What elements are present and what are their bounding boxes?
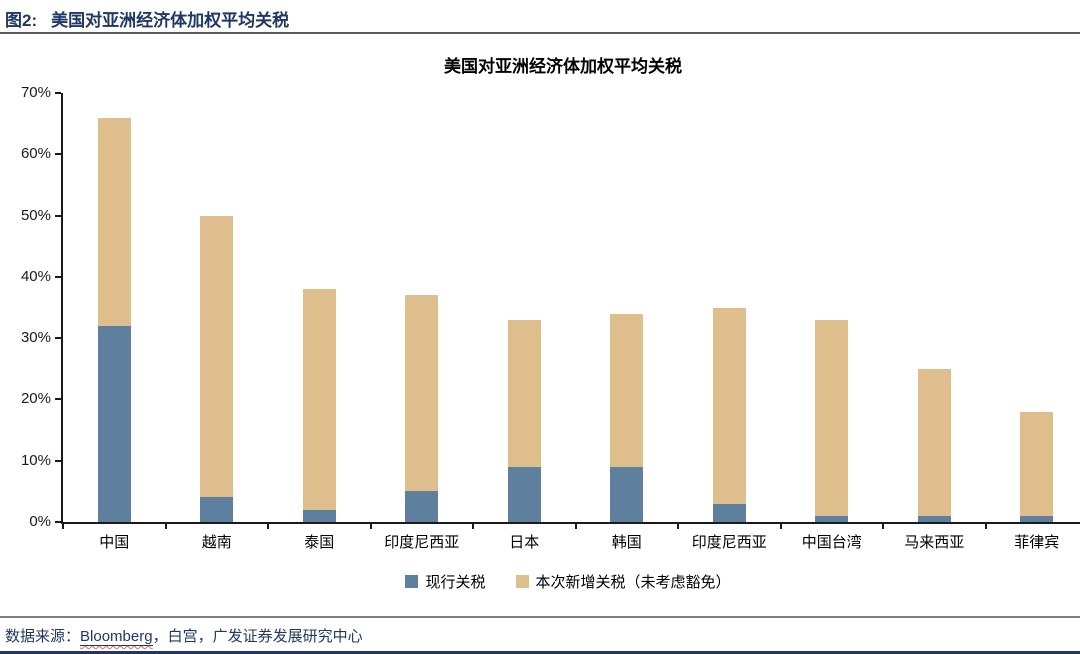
x-axis-category-label: 中国 [99, 535, 130, 551]
bar-segment-new-tariff [507, 319, 541, 467]
y-axis-tick [55, 214, 61, 217]
chart-legend: 现行关税 本次新增关税（未考虑豁免） [63, 571, 1073, 591]
legend-label: 本次新增关税（未考虑豁免） [535, 574, 731, 591]
x-axis-tick [369, 522, 372, 529]
bar-segment-current-tariff [200, 497, 234, 522]
header-divider [0, 32, 1080, 34]
figure-number: 图2: [5, 11, 38, 30]
bar-segment-new-tariff [97, 117, 131, 326]
x-axis-tick [882, 522, 884, 529]
y-axis-label: 40% [20, 267, 51, 285]
x-axis-tick [62, 522, 64, 529]
legend-label: 现行关税 [425, 574, 486, 591]
bar-segment-new-tariff [405, 295, 439, 492]
x-axis-category-label: 越南 [201, 535, 232, 551]
figure-header: 图2: 美国对亚洲经济体加权平均关税 [5, 6, 289, 31]
x-axis-tick [472, 522, 474, 529]
bar-segment-new-tariff [200, 215, 234, 498]
x-axis-category-label: 菲律宾 [1014, 535, 1060, 551]
bar-segment-new-tariff [610, 313, 644, 467]
x-axis-tick [677, 522, 679, 529]
y-axis-label: 70% [20, 84, 51, 101]
bar-segment-new-tariff [712, 307, 746, 504]
y-axis-tick [55, 337, 61, 340]
bar-segment-current-tariff [917, 515, 951, 522]
x-axis-tick [779, 522, 782, 529]
bar-segment-current-tariff [1020, 515, 1054, 522]
bar-segment-new-tariff [302, 289, 336, 510]
y-axis-tick [55, 275, 61, 278]
x-axis-category-label: 印度尼西亚 [691, 535, 767, 551]
figure-title: 美国对亚洲经济体加权平均关税 [51, 11, 290, 30]
bar-segment-current-tariff [712, 503, 746, 522]
bar-segment-new-tariff [1020, 411, 1054, 516]
y-axis-tick [55, 398, 61, 401]
x-axis-tick [984, 522, 987, 529]
y-axis-label: 20% [20, 390, 51, 408]
source-link-bloomberg[interactable]: Bloomberg [80, 628, 153, 646]
y-axis-label: 50% [20, 206, 51, 224]
bar-segment-current-tariff [302, 509, 336, 522]
x-axis-category-label: 中国台湾 [801, 535, 862, 551]
y-axis-label: 0% [29, 513, 51, 530]
y-axis-tick [55, 153, 61, 156]
y-axis-label: 60% [20, 145, 51, 163]
chart-title: 美国对亚洲经济体加权平均关税 [444, 57, 682, 76]
source-label: 数据来源： [5, 629, 81, 645]
x-axis-tick [267, 522, 269, 529]
y-axis-tick [55, 459, 61, 462]
legend-swatch-icon [405, 574, 419, 588]
y-axis-tick [55, 521, 61, 523]
bar-segment-current-tariff [97, 325, 131, 522]
x-axis-line [61, 522, 1080, 524]
bar-segment-current-tariff [610, 466, 644, 522]
bar-segment-new-tariff [917, 368, 951, 516]
x-axis-category-label: 泰国 [304, 535, 335, 551]
y-axis-line [61, 93, 63, 524]
legend-item: 现行关税 [405, 571, 486, 592]
x-axis-category-label: 马来西亚 [904, 535, 965, 551]
y-axis-tick [55, 92, 61, 94]
x-axis-category-label: 日本 [509, 535, 540, 551]
x-axis-category-label: 印度尼西亚 [384, 535, 460, 551]
footer-divider [0, 616, 1080, 618]
bottom-border [0, 651, 1080, 654]
y-axis-label: 10% [20, 451, 51, 469]
x-axis-tick [164, 522, 167, 529]
bar-segment-current-tariff [507, 466, 541, 522]
legend-swatch-icon [515, 574, 529, 588]
bar-segment-current-tariff [815, 515, 849, 522]
x-axis-tick [574, 522, 577, 529]
y-axis-label: 30% [20, 329, 51, 347]
x-axis-category-label: 韩国 [611, 535, 642, 551]
bar-segment-current-tariff [405, 491, 439, 522]
source-rest: ，白宫，广发证券发展研究中心 [152, 629, 363, 645]
legend-item: 本次新增关税（未考虑豁免） [515, 571, 731, 592]
bar-segment-new-tariff [815, 319, 849, 516]
source-note: 数据来源：Bloomberg，白宫，广发证券发展研究中心 [5, 625, 363, 646]
